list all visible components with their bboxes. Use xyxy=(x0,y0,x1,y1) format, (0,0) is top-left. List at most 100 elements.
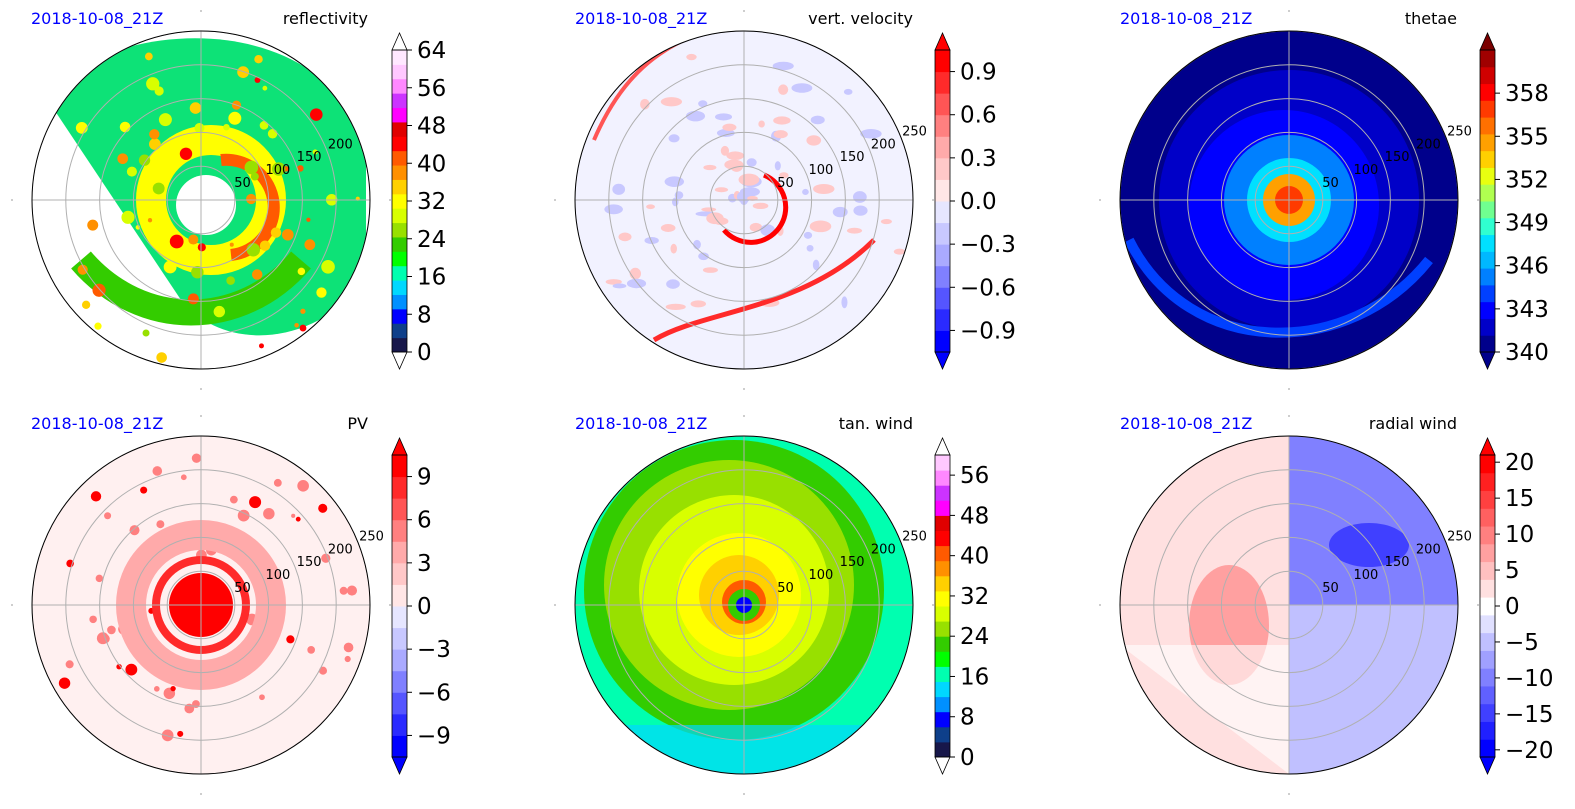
colorbar-tick-label: −0.9 xyxy=(960,318,1016,344)
colorbar-segment xyxy=(392,251,407,267)
colorbar-tick-label: 64 xyxy=(417,38,446,64)
radial-tick-label: 250 xyxy=(1447,529,1472,544)
colorbar-tick-label: −6 xyxy=(417,680,451,706)
colorbar-extend-top xyxy=(934,437,951,456)
colorbar-extend-bottom xyxy=(1479,756,1496,775)
polar-field xyxy=(1120,436,1458,774)
colorbar-segment xyxy=(392,519,407,542)
colorbar-tick-label: 40 xyxy=(960,544,989,570)
colorbar-segment xyxy=(935,114,950,137)
radial-tick-label: 200 xyxy=(328,542,353,557)
colorbar-tick-label: 32 xyxy=(960,584,989,610)
colorbar: 0 8 16 24 32 40 48 56 xyxy=(934,437,989,775)
colorbar-segment xyxy=(392,294,407,310)
panel-timestamp: 2018-10-08_21Z xyxy=(575,414,707,434)
colorbar-extend-top xyxy=(934,32,951,51)
colorbar-extend-top xyxy=(391,32,408,51)
panel-pv: 2018-10-08_21Z PV 50 100 150 200 250 −9 −6 −3 0 3 6 9 xyxy=(11,414,451,795)
colorbar-tick-label: 24 xyxy=(960,624,989,650)
colorbar-segment xyxy=(1480,472,1495,492)
radial-tick-label: 150 xyxy=(297,555,322,570)
colorbar-tick-label: 16 xyxy=(960,664,989,690)
colorbar-segment xyxy=(935,136,950,159)
colorbar-segment xyxy=(1480,50,1495,68)
colorbar-segment xyxy=(392,121,407,137)
colorbar-segment xyxy=(935,71,950,94)
colorbar-tick-label: 343 xyxy=(1505,297,1549,323)
colorbar-tick-label: 8 xyxy=(417,302,432,328)
colorbar-tick-label: 0.9 xyxy=(960,60,997,86)
colorbar-tick-label: 48 xyxy=(960,503,989,529)
colorbar-tick-label: 15 xyxy=(1505,486,1534,512)
colorbar-segment xyxy=(1480,685,1495,705)
colorbar-segment xyxy=(1480,579,1495,598)
colorbar-segment xyxy=(935,455,950,471)
colorbar-segment xyxy=(1480,739,1495,758)
panel-reflectivity: 2018-10-08_21Z reflectivity 50 100 150 200 0 8 1… xyxy=(11,9,446,390)
panel-timestamp: 2018-10-08_21Z xyxy=(31,414,163,434)
polar-frame xyxy=(31,435,371,775)
colorbar: −20 −15 −10 −5 0 5 10 15 20 xyxy=(1479,437,1554,775)
panel-title: vert. velocity xyxy=(808,9,913,28)
panel-thetae: 2018-10-08_21Z thetae 50 100 150 200 250 340 343… xyxy=(1099,9,1549,390)
colorbar-segment xyxy=(935,711,950,728)
colorbar-segment xyxy=(1480,508,1495,527)
colorbar-segment xyxy=(1480,100,1495,118)
colorbar-segment xyxy=(935,50,950,73)
colorbar-tick-label: −0.6 xyxy=(960,275,1016,301)
colorbar-extend-bottom xyxy=(391,351,408,370)
colorbar-extend-bottom xyxy=(934,351,951,370)
colorbar-segment xyxy=(392,193,407,209)
radial-tick-label: 250 xyxy=(902,124,927,139)
colorbar-segment xyxy=(392,107,407,123)
colorbar-segment xyxy=(1480,234,1495,252)
polar-grid xyxy=(1120,31,1458,369)
panel-tan-wind: 2018-10-08_21Z tan. wind 50 100 150 200 250 0 8 1… xyxy=(554,414,989,795)
colorbar-segment xyxy=(392,713,407,736)
colorbar-segment xyxy=(1480,268,1495,286)
colorbar-segment xyxy=(1480,301,1495,319)
panel-title: reflectivity xyxy=(283,9,368,28)
radial-tick-label: 250 xyxy=(359,529,384,544)
radial-tick-label: 200 xyxy=(1416,137,1441,152)
colorbar-segment xyxy=(1480,543,1495,563)
colorbar-segment xyxy=(935,651,950,667)
colorbar-segment xyxy=(392,337,407,353)
colorbar-tick-label: 349 xyxy=(1505,211,1549,237)
colorbar-tick-label: 0 xyxy=(960,745,975,771)
colorbar-segment xyxy=(1480,668,1495,687)
colorbar-segment xyxy=(935,696,950,713)
colorbar-tick-label: 56 xyxy=(417,76,446,102)
colorbar-tick-label: 0 xyxy=(417,340,432,366)
colorbar-extend-bottom xyxy=(391,756,408,775)
panel-timestamp: 2018-10-08_21Z xyxy=(1120,9,1252,29)
colorbar-segment xyxy=(392,649,407,672)
colorbar-segment xyxy=(1480,284,1495,303)
panel-title: thetae xyxy=(1405,9,1457,28)
panel-timestamp: 2018-10-08_21Z xyxy=(31,9,163,29)
colorbar-tick-label: 0 xyxy=(1505,594,1520,620)
panel-title: tan. wind xyxy=(839,414,913,433)
radial-tick-label: 50 xyxy=(1322,581,1339,596)
panel-title: PV xyxy=(347,414,368,433)
polar-grid xyxy=(32,31,370,369)
colorbar-segment xyxy=(1480,597,1495,616)
colorbar-segment xyxy=(1480,184,1495,202)
colorbar-segment xyxy=(935,222,950,245)
radial-tick-label: 250 xyxy=(902,529,927,544)
polar-frame xyxy=(1119,435,1459,775)
colorbar-extend-bottom xyxy=(934,756,951,775)
colorbar-tick-label: −5 xyxy=(1505,630,1539,656)
colorbar-segment xyxy=(935,265,950,288)
colorbar-segment xyxy=(935,500,950,516)
polar-grid xyxy=(575,31,913,369)
colorbar-segment xyxy=(392,627,407,650)
radial-tick-label: 150 xyxy=(840,150,865,165)
radial-tick-label: 200 xyxy=(1416,542,1441,557)
colorbar-segment xyxy=(935,590,950,607)
polar-grid xyxy=(1120,436,1458,774)
colorbar-tick-label: −0.3 xyxy=(960,232,1016,258)
polar-field xyxy=(1120,31,1458,369)
colorbar-tick-label: −15 xyxy=(1505,702,1554,728)
colorbar-tick-label: 340 xyxy=(1505,340,1549,366)
